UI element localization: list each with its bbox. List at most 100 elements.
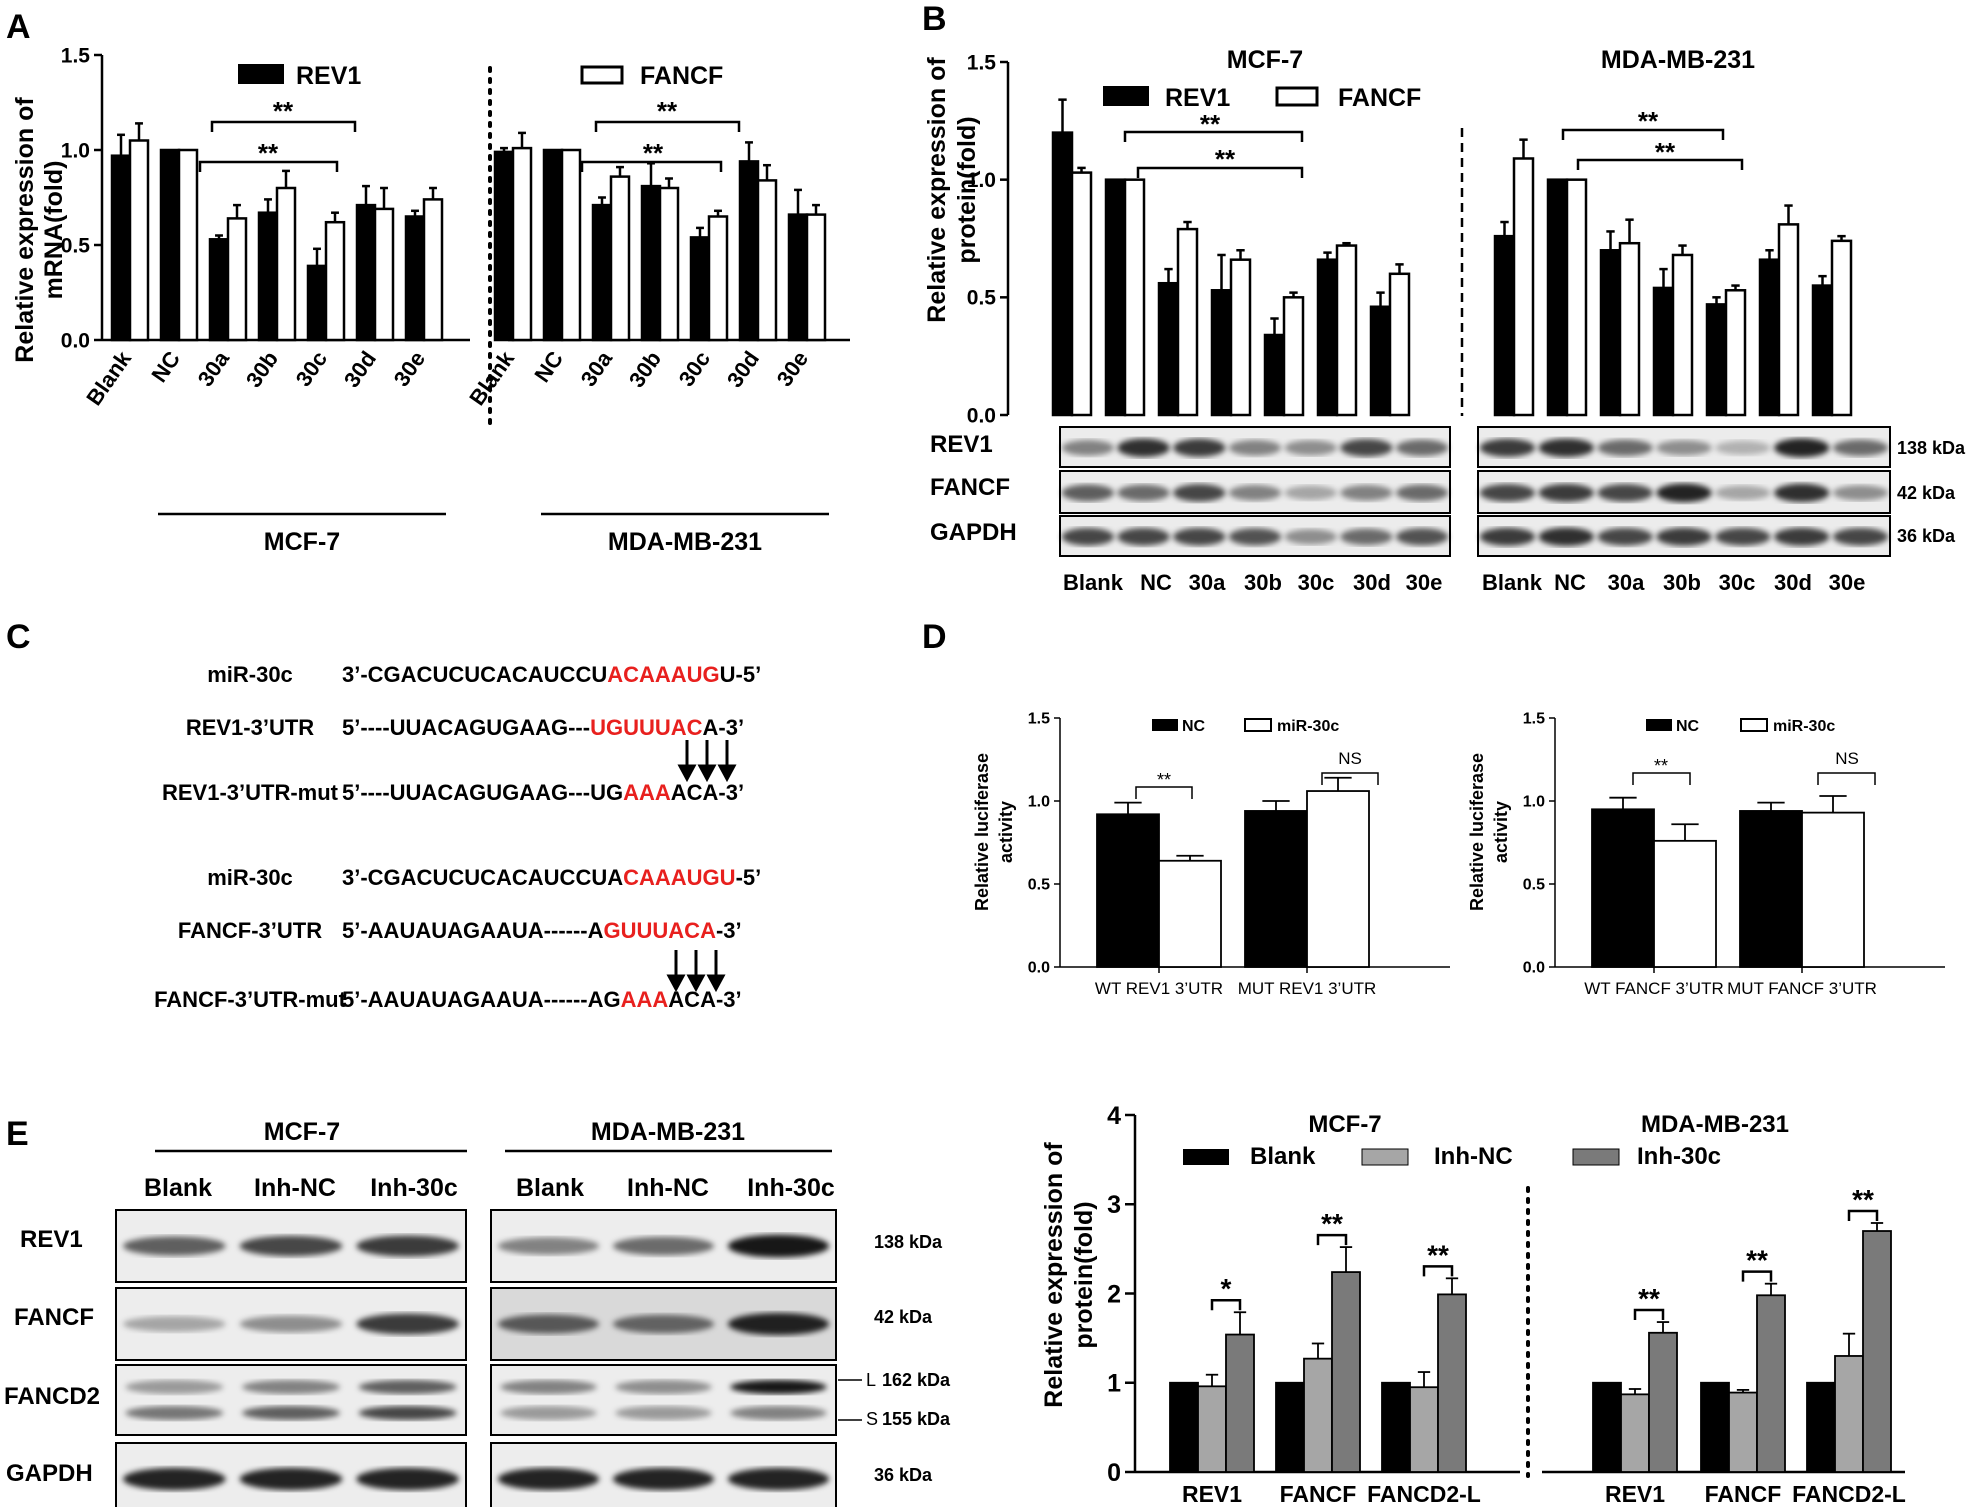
panel-d-right-sig-2: NS	[1835, 749, 1859, 768]
panel-e-x-label: FANCF	[1280, 1481, 1357, 1507]
panel-e-legend-blank: Blank	[1250, 1143, 1316, 1170]
panel-e-band	[612, 1236, 715, 1256]
panel-b-sig-1: **	[1200, 109, 1221, 139]
panel-e-blots	[115, 1209, 837, 1507]
panel-e-band	[727, 1312, 830, 1336]
panel-c-seq-part: A-3’	[703, 715, 745, 740]
panel-c-seq-part: -3’	[716, 918, 742, 943]
panel-e-legend-inhnc: Inh-NC	[1434, 1143, 1513, 1170]
panel-c-seq-part: 3’-CGACUCUCACAUCCU	[342, 662, 607, 687]
panel-b-lane-label: 30a	[1608, 570, 1645, 595]
panel-e-bar-inh-30c	[1648, 1331, 1678, 1473]
panel-d-right-y-tick-label: 0.0	[1523, 960, 1545, 977]
panel-b-band	[1656, 483, 1712, 503]
panel-b-blot-label-fancf: FANCF	[930, 474, 1010, 501]
panel-e-band-s	[500, 1406, 597, 1420]
panel-d-right-legend-nc: NC	[1676, 718, 1700, 735]
panel-b-bar-rev1	[1705, 303, 1728, 417]
panel-d-right-legend-mir-swatch	[1740, 718, 1768, 732]
panel-b-band	[1284, 440, 1337, 456]
panel-e-band-s	[358, 1406, 457, 1420]
panel-d-right-y-tick-label: 1.5	[1523, 711, 1545, 728]
panel-e-sig: *	[1221, 1273, 1232, 1304]
panel-a-bar-fancf	[560, 148, 582, 342]
panel-e-bar-inh-nc	[1728, 1391, 1758, 1473]
panel-d-right-bracket-1	[1632, 772, 1691, 785]
panel-b-band	[1061, 484, 1115, 502]
panel-c-name: REV1-3’UTR	[186, 715, 314, 740]
panel-b-bar-rev1	[1316, 258, 1339, 417]
panel-d-left-ylabel-2: activity	[996, 801, 1016, 863]
panel-a-label: A	[6, 8, 31, 46]
panel-a-bar-rev1	[493, 150, 515, 342]
panel-a-bracket-3	[594, 120, 741, 132]
panel-e-band	[356, 1313, 459, 1335]
panel-c-sequence: 3’-CGACUCUCACAUCCUACAAAUGU-5’	[342, 662, 761, 687]
panel-e-x-label: REV1	[1182, 1481, 1242, 1507]
panel-e-bracket	[1847, 1209, 1879, 1221]
panel-a-bar-fancf	[422, 198, 444, 342]
panel-b-blots	[1059, 426, 1891, 557]
panel-c-seq-part: GUUUACA	[604, 918, 717, 943]
panel-a-y-tick-label: 1.5	[61, 44, 91, 67]
panel-a-x-label: 30e	[389, 347, 431, 391]
panel-e-bars	[1169, 1222, 1892, 1473]
panel-b-band	[1715, 528, 1771, 546]
panel-b-ylabel-2: protein(fold)	[953, 116, 981, 263]
panel-b-bar-rev1	[1051, 131, 1074, 417]
panel-b-legend-fancf-swatch	[1275, 86, 1319, 107]
panel-a-bar-rev1	[640, 184, 662, 342]
panel-d-left-legend-mir-swatch	[1244, 718, 1272, 732]
panel-d-left-sig-2: NS	[1338, 749, 1362, 768]
panel-d: D Relative luciferase activity Relative …	[922, 618, 1945, 998]
panel-b-bar-fancf	[1388, 272, 1411, 417]
panel-b-legend-rev1-swatch	[1103, 86, 1149, 106]
panel-b-lane-label: NC	[1554, 570, 1586, 595]
panel-b-size-36: 36 kDa	[1897, 526, 1956, 546]
panel-e-blot-label-gapdh: GAPDH	[6, 1460, 93, 1487]
panel-d-left-x-label: MUT REV1 3’UTR	[1238, 979, 1377, 998]
panel-d-left-legend-nc-swatch	[1152, 719, 1178, 731]
panel-a-bar-rev1	[787, 213, 809, 342]
panel-d-left-y-tick-label: 0.0	[1028, 960, 1050, 977]
panel-c-sequence: 5’-AAUAUAGAAUA------AGUUUACA-3’	[342, 918, 742, 943]
panel-e-lane-label: Inh-30c	[747, 1174, 835, 1202]
panel-a-legend-rev1: REV1	[296, 62, 361, 90]
panel-c-name: miR-30c	[207, 865, 293, 890]
panel-a-x-label: 30e	[772, 347, 814, 391]
panel-d-right-bar-mir-30c	[1801, 811, 1865, 968]
panel-b-band	[1832, 528, 1889, 546]
panel-b-lane-label: Blank	[1482, 570, 1543, 595]
panel-a-group-mda: MDA-MB-231	[608, 528, 762, 556]
panel-d-right-bar-nc	[1591, 808, 1655, 968]
panel-e-lane-label: Blank	[516, 1174, 584, 1202]
panel-b-bar-fancf	[1335, 244, 1358, 417]
panel-b-band	[1715, 440, 1771, 455]
panel-b-bar-rev1	[1811, 284, 1834, 417]
panel-a-bar-fancf	[128, 139, 150, 342]
panel-e-band-l	[125, 1380, 224, 1394]
panel-b-lane-label: NC	[1140, 570, 1172, 595]
panel-b-legend-fancf: FANCF	[1338, 84, 1421, 112]
panel-b-band	[1061, 528, 1115, 546]
panel-d-right-x-label: WT FANCF 3’UTR	[1584, 979, 1723, 998]
panel-a-bar-rev1	[110, 154, 132, 342]
panel-e-band	[239, 1315, 343, 1333]
panel-b: B Relative expression of protein(fold) 0…	[922, 0, 1966, 595]
panel-e-y-tick-label: 3	[1107, 1191, 1121, 1219]
panel-b-bar-rev1	[1546, 178, 1569, 417]
panel-c-arrows-1	[677, 740, 737, 783]
panel-b-sig-4: **	[1655, 137, 1676, 167]
panel-b-y-axis: 0.0 0.5 1.0 1.5	[967, 51, 1010, 427]
panel-a-bar-fancf	[658, 186, 680, 342]
panel-c-label: C	[6, 618, 31, 656]
panel-e-title-mcf7: MCF-7	[1308, 1111, 1381, 1138]
panel-d-right-chart: 0.0 0.5 1.0 1.5 WT FANCF 3’UTR MUT FANCF 3’UT…	[1523, 711, 1945, 998]
panel-b-band	[1479, 527, 1536, 546]
panel-c-name: FANCF-3’UTR-mut	[154, 987, 347, 1012]
panel-a-bar-fancf	[609, 175, 631, 342]
panel-a-bar-fancf	[275, 186, 297, 342]
panel-e-y-tick-label: 4	[1107, 1102, 1121, 1130]
panel-e-band	[239, 1235, 343, 1257]
panel-b-bar-fancf	[1282, 296, 1305, 417]
